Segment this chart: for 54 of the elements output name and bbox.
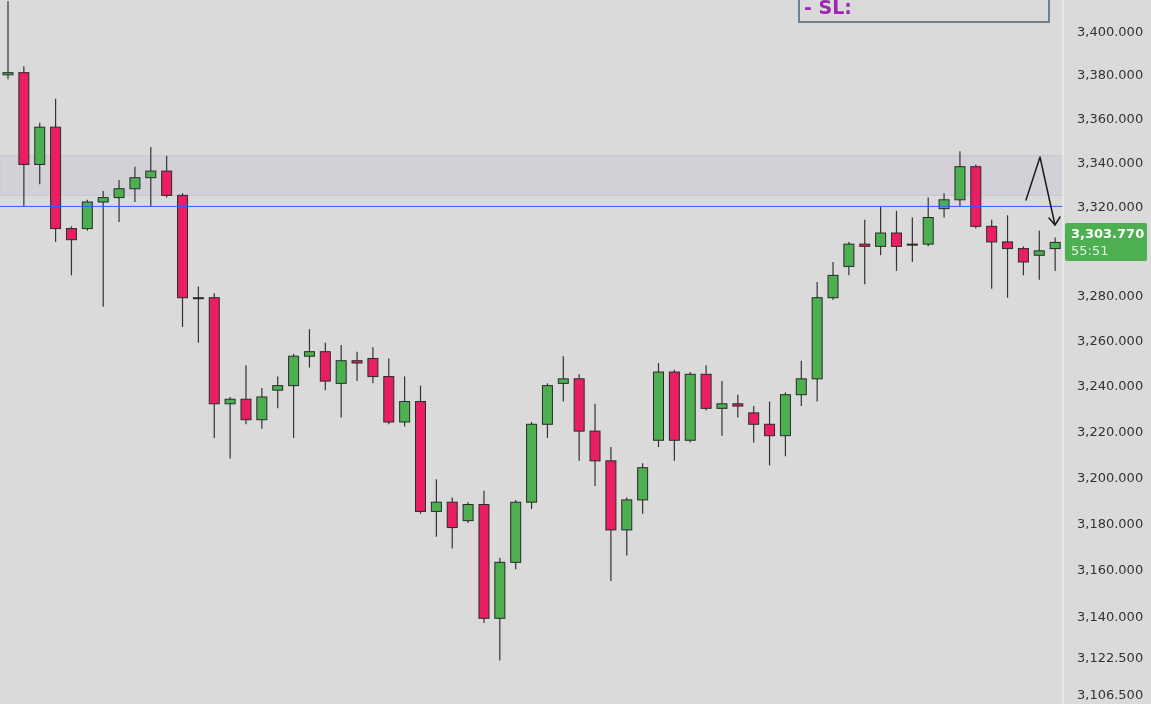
candlestick — [335, 344, 347, 419]
y-tick-label: 3,400.000 — [1077, 24, 1144, 40]
y-tick-label: 3,220.000 — [1077, 423, 1144, 439]
candlestick — [192, 285, 204, 344]
y-tick-label: 3,260.000 — [1077, 333, 1144, 349]
candlestick — [875, 205, 887, 256]
candlestick — [65, 225, 77, 276]
candlestick — [938, 192, 950, 219]
candlestick — [256, 387, 268, 430]
candlestick — [2, 0, 14, 80]
y-tick-label: 3,180.000 — [1077, 515, 1144, 531]
candlestick — [906, 216, 918, 263]
candlestick — [716, 380, 728, 437]
candlestick — [399, 375, 411, 428]
candlestick — [827, 261, 839, 301]
candlestick — [97, 190, 109, 308]
y-tick-label: 3,160.000 — [1077, 561, 1144, 577]
y-tick-label: 3,140.000 — [1077, 608, 1144, 624]
candlestick — [272, 375, 284, 409]
candlestick — [859, 219, 871, 285]
candlestick — [764, 400, 776, 467]
candlestick — [732, 394, 744, 419]
y-tick-label: 3,380.000 — [1077, 67, 1144, 83]
candlestick — [351, 351, 363, 382]
candlestick — [462, 501, 474, 524]
candlestick — [224, 396, 236, 460]
y-tick-label: 3,106.500 — [1077, 687, 1144, 703]
candlestick — [1049, 236, 1061, 272]
y-tick-label: 3,320.000 — [1077, 199, 1144, 215]
y-tick-label: 3,280.000 — [1077, 288, 1144, 304]
candlestick — [1033, 230, 1045, 281]
candlestick — [890, 210, 902, 272]
candlestick — [557, 355, 569, 403]
candlestick — [795, 360, 807, 407]
candlestick — [986, 219, 998, 290]
candlestick — [303, 328, 315, 369]
candlestick — [145, 146, 157, 208]
y-tick-label: 3,200.000 — [1077, 469, 1144, 485]
candlestick — [430, 478, 442, 538]
text: 3,303.770 — [1071, 225, 1146, 243]
y-tick-label: 3,122.500 — [1077, 649, 1144, 665]
annotation: - SL: — [798, 0, 1050, 23]
candlestick — [240, 364, 252, 425]
y-tick-label: 3,360.000 — [1077, 111, 1144, 127]
candlestick — [113, 179, 125, 223]
candlestick — [843, 241, 855, 276]
y-tick-label: 3,340.000 — [1077, 154, 1144, 170]
text: 55:51 — [1071, 242, 1110, 260]
candlestick — [748, 405, 760, 444]
candlestick — [1002, 214, 1014, 299]
candlestick — [1017, 245, 1029, 276]
y-tick-label: 3,240.000 — [1077, 378, 1144, 394]
candlestick — [129, 166, 141, 203]
candlestick — [367, 346, 379, 384]
